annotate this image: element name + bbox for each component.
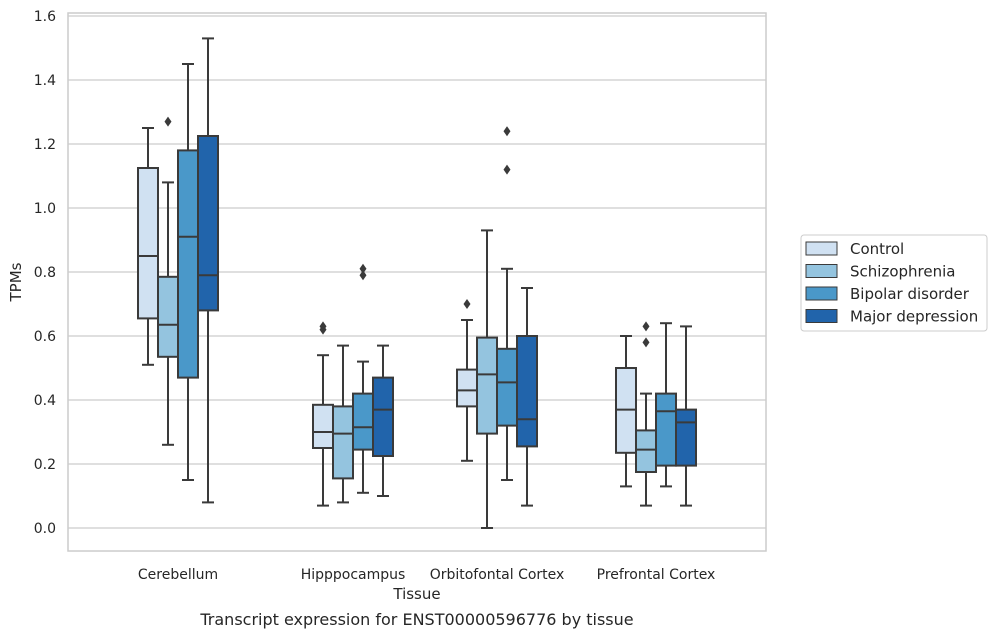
- iqr-box: [496, 347, 518, 427]
- iqr-box: [332, 405, 354, 480]
- y-axis-label: TPMs: [7, 262, 25, 302]
- iqr-box: [157, 275, 179, 358]
- y-tick-label: 0.8: [34, 265, 56, 281]
- box-major-depression: [197, 37, 219, 504]
- y-tick-label: 0.2: [34, 457, 56, 473]
- iqr-box: [177, 149, 199, 379]
- iqr-box: [476, 336, 498, 435]
- x-tick-labels: Cerebellum Hipppocampus Orbitofontal Corte…: [138, 567, 715, 583]
- box-schizophrenia: [635, 321, 657, 507]
- boxes: [137, 37, 697, 529]
- box-control: [137, 127, 159, 366]
- y-tick-labels: 0.0 0.2 0.4 0.6 0.8 1.0 1.2 1.4 1.6: [34, 9, 56, 537]
- outlier-point: [359, 263, 367, 274]
- box-schizophrenia: [157, 116, 179, 446]
- chart-caption: Transcript expression for ENST0000059677…: [199, 610, 633, 629]
- legend-swatch: [805, 264, 838, 278]
- iqr-box: [456, 368, 478, 408]
- y-tick-label: 0.0: [34, 521, 56, 537]
- x-tick-label: Hipppocampus: [301, 567, 406, 583]
- plot-area-frame: [67, 12, 767, 552]
- y-tick-label: 1.2: [34, 137, 56, 153]
- outlier-point: [503, 164, 511, 175]
- box-bipolar-disorder: [496, 126, 518, 481]
- x-tick-label: Cerebellum: [138, 567, 218, 583]
- iqr-box: [197, 135, 219, 312]
- box-control: [456, 299, 478, 462]
- box-bipolar-disorder: [352, 263, 374, 494]
- legend: Control Schizophrenia Bipolar disorder Majo…: [800, 234, 988, 332]
- y-tick-label: 1.4: [34, 73, 56, 89]
- box-control: [312, 321, 334, 507]
- box-control: [615, 335, 637, 488]
- iqr-box: [635, 429, 657, 473]
- box-schizophrenia: [332, 344, 354, 504]
- iqr-box: [352, 392, 374, 451]
- iqr-box: [516, 335, 538, 448]
- outlier-point: [463, 299, 471, 309]
- y-tick-label: 1.0: [34, 201, 56, 217]
- box-major-depression: [516, 287, 538, 507]
- legend-swatch: [805, 241, 838, 256]
- legend-label: Control: [850, 240, 904, 258]
- iqr-box: [137, 167, 159, 320]
- iqr-box: [372, 376, 394, 458]
- iqr-box: [655, 392, 677, 467]
- iqr-box: [312, 403, 334, 449]
- outlier-point: [359, 270, 367, 281]
- box-bipolar-disorder: [177, 63, 199, 481]
- x-tick-label: Orbitofontal Cortex: [430, 567, 565, 583]
- outlier-point: [164, 116, 172, 127]
- box-bipolar-disorder: [655, 322, 677, 488]
- legend-swatch: [805, 286, 838, 301]
- x-axis-label: Tissue: [392, 585, 440, 603]
- legend-label: Major depression: [850, 308, 978, 326]
- x-tick-label: Prefrontal Cortex: [597, 567, 716, 583]
- box-major-depression: [372, 344, 394, 497]
- legend-label: Schizophrenia: [850, 263, 955, 281]
- outlier-point: [642, 337, 650, 348]
- y-tick-label: 1.6: [34, 9, 56, 25]
- y-tick-label: 0.4: [34, 393, 56, 409]
- legend-swatch: [805, 309, 838, 323]
- legend-label: Bipolar disorder: [850, 285, 970, 303]
- box-major-depression: [675, 325, 697, 507]
- box-schizophrenia: [476, 229, 498, 529]
- y-tick-label: 0.6: [34, 329, 56, 345]
- outlier-point: [319, 321, 327, 332]
- legend-frame: [800, 234, 988, 332]
- outlier-point: [503, 126, 511, 137]
- outlier-point: [642, 321, 650, 332]
- iqr-box: [675, 408, 697, 467]
